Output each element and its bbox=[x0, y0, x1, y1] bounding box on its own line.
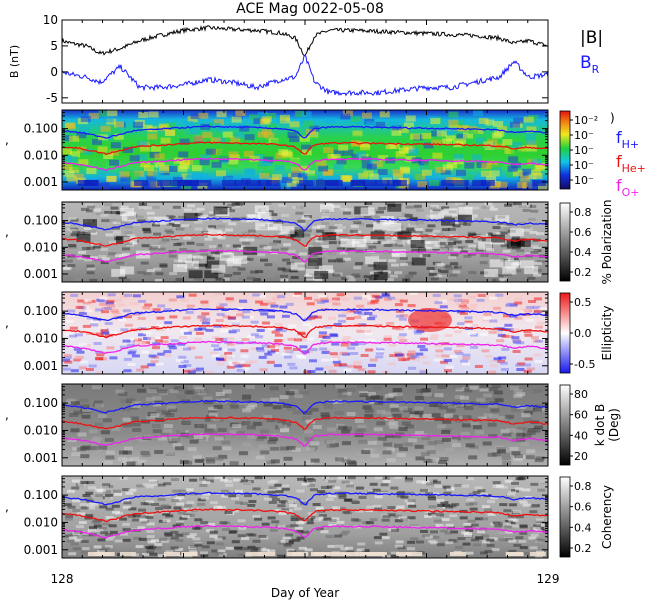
panel-coherency: 0.100 0.010 0.001, 0.8 0.6 0.4 0.2 Coherency bbox=[5, 475, 614, 559]
y-tick-label: 0.001 bbox=[24, 543, 58, 557]
gyro-line-h bbox=[61, 491, 549, 506]
colorbar-tick-label: 0.8 bbox=[574, 480, 592, 493]
gyro-line-o bbox=[61, 249, 549, 263]
colorbar bbox=[559, 110, 571, 190]
colorbar bbox=[559, 202, 571, 282]
y-tick-label: 0.010 bbox=[24, 423, 58, 437]
gyro-line-o bbox=[61, 524, 549, 539]
y-tick-label: 5 bbox=[50, 39, 58, 53]
colorbar-tick-label: 0.0 bbox=[574, 327, 592, 340]
panel-frame bbox=[61, 19, 549, 104]
legend-b-r: BR bbox=[580, 53, 600, 76]
panels: 10 5 0 -5 B (nT) |B| BR 0.100 0.010 0.001, 10⁻² 10⁻… bbox=[5, 13, 646, 559]
colorbar-tick-label: 10⁻ bbox=[574, 144, 594, 157]
y-tick-label: 0.001 bbox=[24, 451, 58, 465]
gyro-line-o bbox=[61, 157, 549, 172]
y-axis-label-fragment: , bbox=[5, 408, 9, 422]
panel-ellipticity: 0.100 0.010 0.001, 0.5 0.0 -0.5 Ellipticity bbox=[5, 291, 614, 375]
colorbar-tick-label: 40 bbox=[574, 429, 588, 442]
series-line-b-total bbox=[61, 25, 549, 57]
y-axis-label-fragment: , bbox=[5, 225, 9, 239]
colorbar-tick-label: 0.6 bbox=[574, 226, 592, 239]
panel-magnetic-field: 10 5 0 -5 B (nT) |B| BR bbox=[8, 13, 603, 105]
y-axis-label: B (nT) bbox=[8, 45, 21, 78]
x-tick-label-end: 129 bbox=[537, 572, 560, 586]
y-tick-label: 0.010 bbox=[24, 515, 58, 529]
y-tick-label: 0.010 bbox=[24, 331, 58, 345]
gyro-line-he bbox=[61, 324, 549, 339]
panel-k-dot-B: 0.100 0.010 0.001, 80 60 40 20 k dot B (Deg) bbox=[5, 383, 621, 467]
y-tick-label: 0.100 bbox=[24, 396, 58, 410]
colorbar-tick-label: 0.4 bbox=[574, 521, 592, 534]
y-axis-label-fragment: , bbox=[5, 500, 9, 514]
panel-power-spectrum: 0.100 0.010 0.001, 10⁻² 10⁻ 10⁻ 10⁻ 10⁻)fH+fHe+… bbox=[5, 109, 646, 199]
colorbar-tick-label: 10⁻ bbox=[574, 174, 594, 187]
gyro-line-he bbox=[61, 508, 549, 523]
legend-gyrofrequency-o: fO+ bbox=[616, 176, 640, 199]
y-tick-label: -5 bbox=[46, 91, 58, 105]
series-line-b-r bbox=[61, 54, 549, 97]
y-tick-label: 0.100 bbox=[24, 122, 58, 136]
y-axis-label-fragment: , bbox=[5, 316, 9, 330]
colorbar-tick-label: 0.2 bbox=[574, 542, 592, 555]
colorbar-tick-label: -0.5 bbox=[574, 358, 595, 371]
gyro-line-he bbox=[61, 233, 549, 248]
legend-gyrofrequency-h: fH+ bbox=[616, 128, 639, 151]
colorbar-title: % Polarization bbox=[600, 200, 614, 285]
x-axis-label: Day of Year bbox=[271, 586, 339, 600]
gyro-line-h bbox=[61, 125, 549, 139]
colorbar-tick-label: 0.4 bbox=[574, 246, 592, 259]
colorbar bbox=[559, 476, 571, 558]
y-tick-label: 0.100 bbox=[24, 304, 58, 318]
colorbar-title: k dot B bbox=[593, 404, 607, 446]
colorbar-tick-label: 0.5 bbox=[574, 296, 592, 309]
panel-polarization: 0.100 0.010 0.001, 0.8 0.6 0.4 0.2 % Polarizati… bbox=[5, 200, 614, 285]
colorbar-tick-label: 60 bbox=[574, 409, 588, 422]
y-tick-label: 0.001 bbox=[24, 175, 58, 189]
colorbar-tick-label: 20 bbox=[574, 450, 588, 463]
gyro-line-o bbox=[61, 340, 549, 355]
y-tick-label: 0.100 bbox=[24, 214, 58, 228]
y-tick-label: 10 bbox=[43, 13, 58, 27]
y-tick-label: 0 bbox=[50, 65, 58, 79]
y-tick-label: 0.001 bbox=[24, 359, 58, 373]
gyro-line-h bbox=[61, 217, 549, 232]
legend-gyrofrequency-he: fHe+ bbox=[616, 152, 646, 175]
colorbar bbox=[559, 292, 571, 374]
colorbar-tick-label: 0.6 bbox=[574, 501, 592, 514]
chart-title: ACE Mag 0022-05-08 bbox=[236, 1, 384, 17]
colorbar-tick-label: 80 bbox=[574, 388, 588, 401]
gyro-line-he bbox=[61, 141, 549, 156]
colorbar-title: ) bbox=[610, 111, 615, 125]
colorbar bbox=[559, 384, 571, 466]
colorbar-title: Coherency bbox=[600, 485, 614, 549]
y-axis-label-fragment: , bbox=[5, 133, 9, 147]
colorbar-tick-label: 0.8 bbox=[574, 206, 592, 219]
colorbar-tick-label: 10⁻ bbox=[574, 159, 594, 172]
colorbar-tick-label: 0.2 bbox=[574, 266, 592, 279]
gyro-line-he bbox=[61, 416, 549, 431]
legend-b-total: |B| bbox=[580, 28, 603, 48]
colorbar-title: Ellipticity bbox=[600, 306, 614, 361]
y-tick-label: 0.010 bbox=[24, 148, 58, 162]
colorbar-tick-label: 10⁻² bbox=[574, 114, 598, 127]
x-tick-label-start: 128 bbox=[51, 572, 74, 586]
y-tick-label: 0.100 bbox=[24, 488, 58, 502]
gyro-line-h bbox=[61, 308, 549, 322]
gyro-line-h bbox=[61, 399, 549, 415]
y-tick-label: 0.001 bbox=[24, 267, 58, 281]
gyro-line-o bbox=[61, 432, 549, 448]
colorbar-title-units: (Deg) bbox=[607, 408, 621, 442]
y-tick-label: 0.010 bbox=[24, 240, 58, 254]
colorbar-tick-label: 10⁻ bbox=[574, 129, 594, 142]
